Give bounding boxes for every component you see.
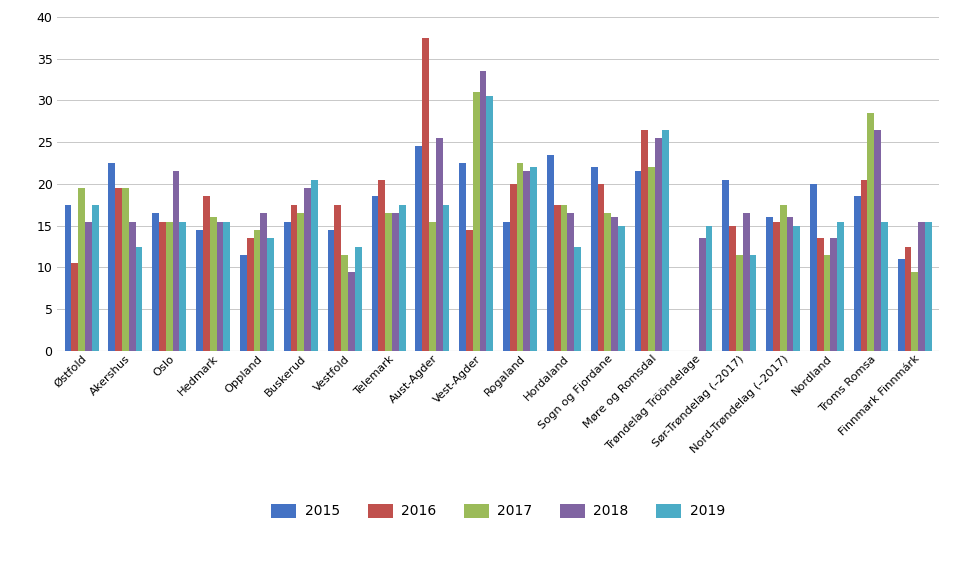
Bar: [523, 171, 531, 351]
Bar: [780, 205, 787, 351]
Bar: [72, 263, 79, 351]
Bar: [742, 213, 749, 351]
Bar: [516, 163, 523, 351]
Bar: [649, 168, 655, 351]
Bar: [223, 221, 230, 351]
Bar: [108, 163, 115, 351]
Bar: [416, 147, 422, 351]
Bar: [399, 205, 405, 351]
Bar: [793, 226, 800, 351]
Bar: [729, 226, 736, 351]
Bar: [115, 188, 122, 351]
Bar: [591, 168, 598, 351]
Bar: [247, 238, 254, 351]
Bar: [699, 238, 706, 351]
Bar: [64, 205, 72, 351]
Bar: [618, 226, 625, 351]
Bar: [574, 247, 581, 351]
Bar: [510, 184, 516, 351]
Bar: [611, 217, 618, 351]
Bar: [429, 221, 436, 351]
Bar: [284, 221, 290, 351]
Bar: [79, 188, 85, 351]
Bar: [122, 188, 128, 351]
Bar: [736, 255, 742, 351]
Bar: [305, 188, 311, 351]
Bar: [159, 221, 166, 351]
Bar: [881, 221, 888, 351]
Bar: [196, 230, 203, 351]
Bar: [92, 205, 99, 351]
Bar: [328, 230, 334, 351]
Bar: [560, 205, 567, 351]
Bar: [254, 230, 261, 351]
Bar: [810, 184, 817, 351]
Bar: [642, 130, 649, 351]
Bar: [787, 217, 793, 351]
Bar: [911, 272, 918, 351]
Bar: [547, 155, 554, 351]
Bar: [240, 255, 247, 351]
Bar: [875, 130, 881, 351]
Bar: [179, 221, 186, 351]
Bar: [860, 180, 868, 351]
Bar: [831, 238, 837, 351]
Bar: [766, 217, 773, 351]
Bar: [261, 213, 267, 351]
Bar: [466, 230, 473, 351]
Bar: [662, 130, 669, 351]
Bar: [480, 71, 487, 351]
Bar: [598, 184, 604, 351]
Bar: [824, 255, 831, 351]
Bar: [311, 180, 318, 351]
Bar: [166, 221, 172, 351]
Bar: [385, 213, 392, 351]
Bar: [459, 163, 466, 351]
Bar: [854, 196, 860, 351]
Bar: [817, 238, 824, 351]
Bar: [334, 205, 341, 351]
Bar: [422, 38, 429, 351]
Bar: [604, 213, 611, 351]
Bar: [341, 255, 348, 351]
Bar: [722, 180, 729, 351]
Bar: [128, 221, 136, 351]
Bar: [531, 168, 537, 351]
Bar: [554, 205, 560, 351]
Bar: [172, 171, 179, 351]
Bar: [918, 221, 924, 351]
Bar: [655, 138, 662, 351]
Bar: [267, 238, 274, 351]
Bar: [473, 92, 480, 351]
Bar: [85, 221, 92, 351]
Bar: [443, 205, 449, 351]
Bar: [904, 247, 911, 351]
Bar: [634, 171, 642, 351]
Bar: [749, 255, 756, 351]
Bar: [290, 205, 297, 351]
Bar: [773, 221, 780, 351]
Bar: [378, 180, 385, 351]
Bar: [503, 221, 510, 351]
Legend: 2015, 2016, 2017, 2018, 2019: 2015, 2016, 2017, 2018, 2019: [265, 498, 731, 524]
Bar: [203, 196, 210, 351]
Bar: [837, 221, 844, 351]
Bar: [436, 138, 443, 351]
Bar: [392, 213, 399, 351]
Bar: [868, 113, 875, 351]
Bar: [706, 226, 713, 351]
Bar: [217, 221, 223, 351]
Bar: [372, 196, 378, 351]
Bar: [924, 221, 932, 351]
Bar: [898, 259, 904, 351]
Bar: [567, 213, 574, 351]
Bar: [152, 213, 159, 351]
Bar: [354, 247, 362, 351]
Bar: [297, 213, 305, 351]
Bar: [136, 247, 143, 351]
Bar: [487, 96, 493, 351]
Bar: [210, 217, 217, 351]
Bar: [348, 272, 354, 351]
